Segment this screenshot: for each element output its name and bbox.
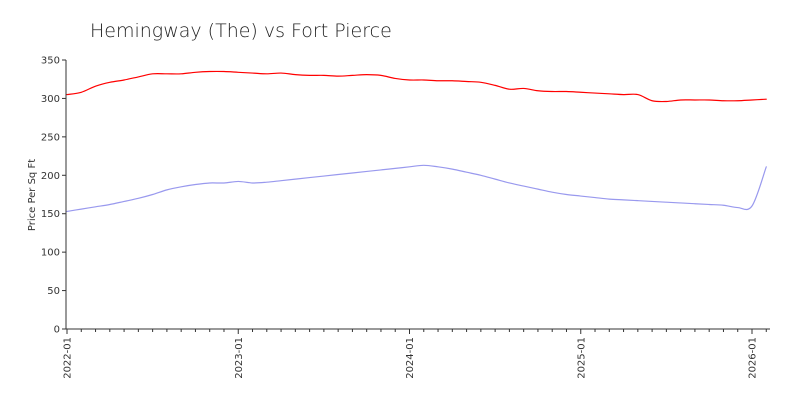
y-tick-label: 350 (41, 56, 60, 67)
y-ticks: 0 50 100 150 200 250 300 350 (41, 56, 66, 336)
y-tick-label: 200 (41, 171, 60, 182)
y-tick-label: 100 (41, 248, 60, 259)
y-tick-label: 300 (41, 94, 60, 105)
y-tick-label: 0 (54, 325, 60, 336)
y-tick-label: 250 (41, 132, 60, 143)
series-layer (66, 70, 767, 213)
y-tick-label: 150 (41, 209, 60, 220)
series-line-0 (66, 70, 767, 103)
x-tick-label: 2024-01 (405, 337, 416, 379)
y-axis-label: Price Per Sq Ft (27, 159, 38, 231)
x-tick-label: 2023-01 (234, 337, 245, 379)
y-tick-label: 50 (47, 286, 60, 297)
x-ticks: 2022-01 2023-01 2024-01 2025-01 2026-01 (63, 329, 767, 379)
chart-title: Hemingway (The) vs Fort Pierce (90, 20, 392, 42)
x-tick-label: 2022-01 (63, 337, 74, 379)
x-tick-label: 2026-01 (748, 337, 759, 379)
series-line-1 (66, 164, 767, 213)
x-tick-label: 2025-01 (576, 337, 587, 379)
